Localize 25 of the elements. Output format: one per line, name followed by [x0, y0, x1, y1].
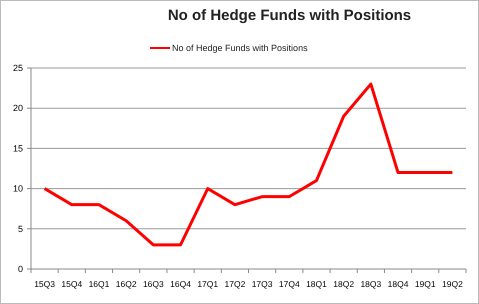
y-tick-label: 20 — [12, 103, 23, 114]
x-tick-label: 18Q2 — [333, 279, 354, 289]
x-tick-label: 18Q1 — [306, 279, 328, 289]
y-tick-label: 0 — [18, 264, 23, 274]
x-tick-label: 19Q1 — [414, 279, 436, 289]
y-tick-label: 5 — [18, 224, 23, 234]
x-tick-label: 17Q2 — [224, 279, 246, 289]
y-tick-label: 25 — [12, 63, 23, 73]
x-tick-label: 17Q4 — [278, 279, 300, 289]
line-series — [43, 82, 454, 246]
chart-title: No of Hedge Funds with Positions — [168, 7, 412, 24]
x-tick-label: 16Q1 — [88, 279, 110, 289]
x-tick-label: 18Q4 — [388, 279, 409, 289]
x-tick-label: 17Q3 — [252, 279, 273, 289]
x-tick-label: 17Q1 — [197, 279, 218, 289]
legend-label: No of Hedge Funds with Positions — [172, 43, 308, 53]
x-tick-label: 16Q3 — [142, 279, 164, 289]
x-tick-label: 15Q4 — [61, 279, 82, 289]
x-tick-label: 19Q2 — [442, 279, 464, 289]
y-tick-label: 15 — [12, 143, 23, 154]
x-tick-label: 15Q3 — [34, 279, 56, 289]
y-tick-label: 10 — [12, 184, 23, 194]
x-tick-label: 18Q3 — [360, 279, 382, 289]
x-tick-label: 16Q2 — [116, 279, 137, 289]
x-tick-label: 16Q4 — [170, 279, 192, 289]
